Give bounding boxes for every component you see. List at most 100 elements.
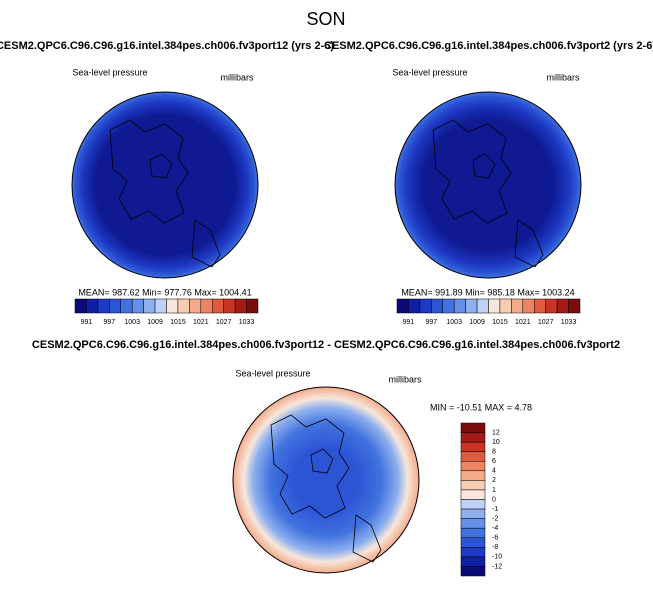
panel-title: CESM2.QPC6.C96.C96.g16.intel.384pes.ch00… <box>32 339 620 351</box>
colorbar-box <box>131 298 144 314</box>
map <box>232 386 420 574</box>
colorbar-box <box>460 432 486 443</box>
map <box>394 91 582 279</box>
figure-title: SON <box>306 9 345 29</box>
colorbar-label: 997 <box>425 319 437 326</box>
colorbar-label: 1027 <box>538 319 554 326</box>
colorbar-box <box>460 422 486 433</box>
colorbar-box <box>97 298 110 314</box>
units: millibars <box>388 374 422 384</box>
colorbar-label: 1015 <box>492 319 508 326</box>
colorbar-label: 1033 <box>561 319 577 326</box>
stats: MEAN= 987.62 Min= 977.76 Max= 1004.41 <box>78 287 251 297</box>
colorbar-box <box>212 298 224 314</box>
colorbar-label: 991 <box>403 319 415 326</box>
colorbar-box <box>465 298 478 314</box>
colorbar-box <box>460 537 486 548</box>
colorbar-label: 1027 <box>216 319 232 326</box>
colorbar-box <box>460 499 486 510</box>
colorbar-box <box>460 556 486 567</box>
colorbar-box <box>166 298 179 314</box>
colorbar-box <box>460 527 486 538</box>
colorbar-label: -1 <box>492 506 498 513</box>
colorbar-box <box>234 298 247 314</box>
colorbar-label: 1003 <box>446 319 462 326</box>
colorbar-label: 8 <box>492 449 496 456</box>
colorbar-box <box>534 298 546 314</box>
panel-title: CESM2.QPC6.C96.C96.g16.intel.384pes.ch00… <box>0 40 334 52</box>
colorbar-box <box>74 298 87 314</box>
colorbar-box <box>200 298 213 314</box>
colorbar-box <box>511 298 524 314</box>
colorbar-label: 1003 <box>124 319 140 326</box>
colorbar-label: 1021 <box>193 319 209 326</box>
colorbar-label: -2 <box>492 515 498 522</box>
colorbar-label: 997 <box>103 319 115 326</box>
colorbar-label: -10 <box>492 554 502 561</box>
colorbar-label: 1009 <box>469 319 485 326</box>
variable: Sea-level pressure <box>392 67 467 77</box>
colorbar-box <box>396 298 409 314</box>
colorbar-label: 10 <box>492 439 500 446</box>
colorbar-box <box>460 489 486 500</box>
colorbar-label: 1033 <box>239 319 255 326</box>
colorbar-box <box>460 547 486 558</box>
colorbar-label: -8 <box>492 544 498 551</box>
units: millibars <box>220 72 254 82</box>
coastline <box>432 119 544 268</box>
colorbar-label: 1015 <box>170 319 186 326</box>
colorbar-box <box>568 298 581 314</box>
colorbar-box <box>522 298 535 314</box>
stats: MEAN= 991.89 Min= 985.18 Max= 1003.24 <box>401 287 574 297</box>
colorbar-box <box>488 298 501 314</box>
colorbar-box <box>460 461 486 472</box>
colorbar-box <box>460 518 486 529</box>
colorbar-box <box>120 298 133 314</box>
colorbar-label: 991 <box>81 319 93 326</box>
colorbar-box <box>556 298 569 314</box>
colorbar-box <box>545 298 558 314</box>
colorbar-box <box>442 298 455 314</box>
colorbar-box <box>460 480 486 491</box>
colorbar-box <box>189 298 202 314</box>
colorbar-box <box>109 298 121 314</box>
colorbar-box <box>460 470 486 481</box>
colorbar-box <box>86 298 99 314</box>
coastline <box>270 414 382 563</box>
colorbar-box <box>460 508 486 519</box>
colorbar-label: 12 <box>492 429 500 436</box>
colorbar-label: 6 <box>492 458 496 465</box>
colorbar-label: -12 <box>492 563 502 570</box>
colorbar-box <box>460 441 486 452</box>
colorbar-label: 1009 <box>147 319 163 326</box>
colorbar-box <box>453 298 466 314</box>
panel-title: CESM2.QPC6.C96.C96.g16.intel.384pes.ch00… <box>324 40 653 52</box>
colorbar-box <box>476 298 489 314</box>
colorbar-label: 1 <box>492 487 496 494</box>
colorbar-box <box>431 298 443 314</box>
colorbar: 991 997 1003 1009 1015 1021 1027 1033 <box>74 298 259 326</box>
colorbar-label: 1021 <box>515 319 531 326</box>
colorbar-label: -6 <box>492 535 498 542</box>
colorbar-label: 4 <box>492 468 496 475</box>
colorbar-box <box>499 298 512 314</box>
colorbar: 991 997 1003 1009 1015 1021 1027 1033 <box>396 298 581 326</box>
colorbar-box <box>154 298 167 314</box>
colorbar-box <box>223 298 236 314</box>
colorbar-box <box>460 451 486 462</box>
variable: Sea-level pressure <box>72 67 147 77</box>
colorbar-label: -4 <box>492 525 498 532</box>
stats: MIN = -10.51 MAX = 4.78 <box>430 402 532 412</box>
colorbar-label: 0 <box>492 496 496 503</box>
variable: Sea-level pressure <box>235 368 310 378</box>
colorbar-box <box>460 566 486 577</box>
colorbar-box <box>246 298 259 314</box>
colorbar-box <box>419 298 432 314</box>
colorbar-box <box>177 298 190 314</box>
coastline <box>109 119 221 268</box>
colorbar-box <box>408 298 421 314</box>
colorbar-box <box>143 298 156 314</box>
